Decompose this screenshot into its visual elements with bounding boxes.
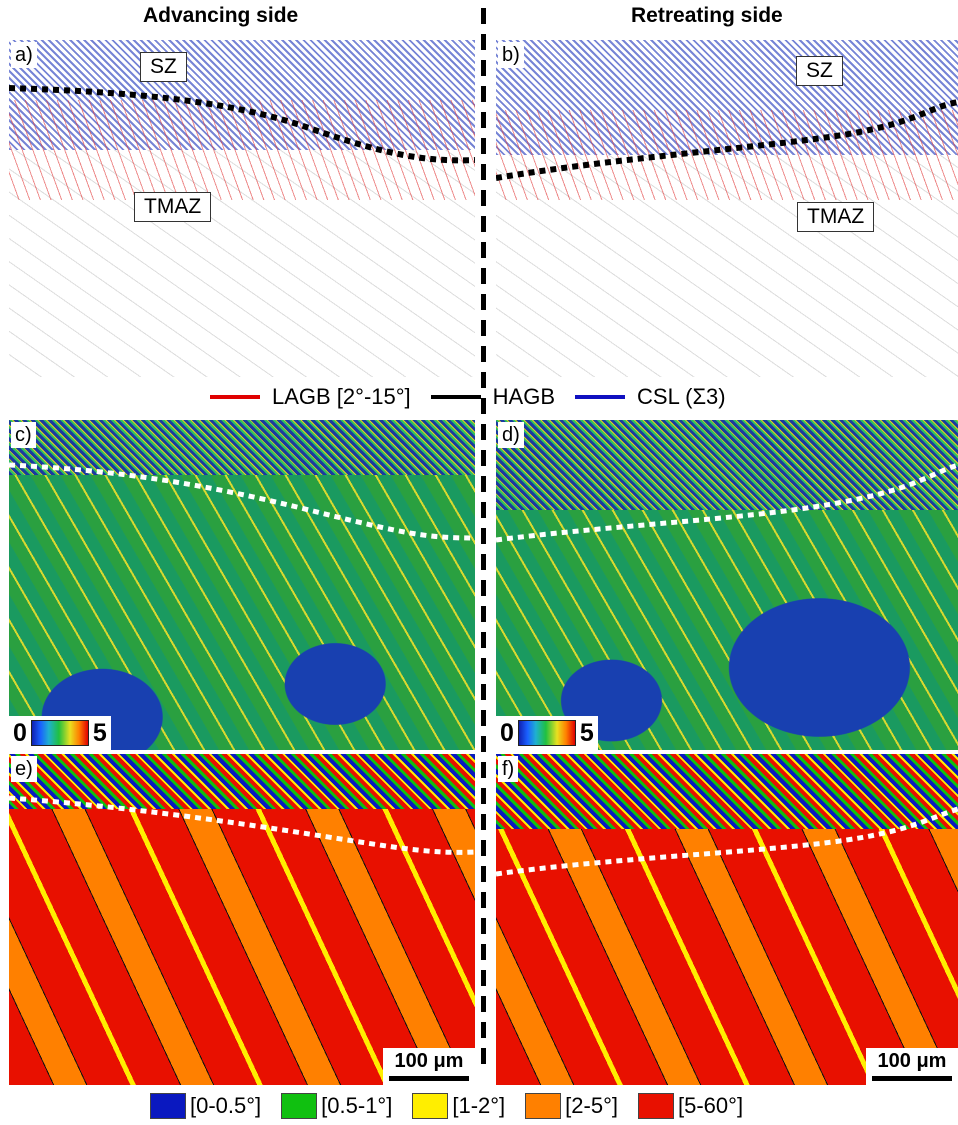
header-retreating-side: Retreating side — [631, 4, 783, 27]
colorbar-gradient — [517, 720, 576, 746]
legend-label: [0.5-1°] — [321, 1093, 393, 1118]
kam-colorbar: 0 5 — [496, 716, 598, 750]
panel-b-boundary-map: b) SZ TMAZ — [496, 40, 958, 377]
side-divider — [481, 8, 486, 1068]
lagb-line-swatch — [210, 395, 260, 399]
colorbar-gradient — [30, 720, 89, 746]
zone-label-sz: SZ — [796, 56, 843, 86]
panel-label: a) — [11, 42, 37, 68]
zone-label-sz: SZ — [140, 52, 187, 82]
legend-label: [5-60°] — [678, 1093, 744, 1118]
panel-a-boundary-map: a) SZ TMAZ — [9, 40, 475, 377]
panel-label: c) — [11, 422, 36, 448]
panel-c-kam-map: c) 0 5 — [9, 420, 475, 750]
panel-label: b) — [498, 42, 524, 68]
legend-item-gos-2: [1-2°] — [412, 1093, 505, 1119]
scale-bar-label: 100 μm — [394, 1050, 464, 1072]
sz-tmaz-boundary-line — [9, 85, 475, 164]
gos-legend: [0-0.5°] [0.5-1°] [1-2°] [2-5°] [5-60°] — [150, 1093, 763, 1119]
scale-bar: 100 μm — [383, 1048, 475, 1085]
scale-bar: 100 μm — [866, 1048, 958, 1085]
scale-bar-line — [872, 1076, 952, 1081]
panel-f-gos-map: f) 100 μm — [496, 754, 958, 1085]
color-swatch-orange — [525, 1093, 562, 1119]
color-swatch-blue — [150, 1093, 186, 1119]
sz-tmaz-boundary-line — [9, 462, 475, 541]
legend-item-gos-0: [0-0.5°] — [150, 1093, 261, 1119]
legend-label: LAGB [2°-15°] — [272, 384, 411, 409]
colorbar-min: 0 — [500, 718, 514, 747]
scale-bar-label: 100 μm — [877, 1050, 947, 1072]
hagb-line-swatch — [430, 395, 481, 399]
color-swatch-green — [281, 1093, 318, 1119]
legend-label: [0-0.5°] — [190, 1093, 262, 1118]
panel-label: d) — [498, 422, 524, 448]
legend-item-gos-1: [0.5-1°] — [281, 1093, 392, 1119]
header-advancing-side: Advancing side — [143, 4, 299, 27]
legend-label: [2-5°] — [565, 1093, 618, 1118]
legend-item-gos-3: [2-5°] — [525, 1093, 618, 1119]
kam-colorbar: 0 5 — [9, 716, 111, 750]
color-swatch-red — [638, 1093, 674, 1119]
scale-bar-line — [389, 1076, 469, 1081]
colorbar-max: 5 — [92, 718, 107, 747]
legend-item-gos-4: [5-60°] — [638, 1093, 743, 1119]
panel-label: e) — [11, 756, 37, 782]
panel-label: f) — [498, 756, 519, 782]
legend-label: HAGB — [492, 384, 556, 409]
zone-label-tmaz: TMAZ — [797, 202, 875, 232]
boundary-legend: LAGB [2°-15°] HAGB CSL (Σ3) — [210, 384, 746, 410]
colorbar-max: 5 — [579, 718, 594, 747]
sz-tmaz-boundary-line — [496, 99, 958, 181]
sz-tmaz-boundary-line — [496, 462, 958, 543]
panel-d-kam-map: d) 0 5 — [496, 420, 958, 750]
legend-label: [1-2°] — [452, 1093, 506, 1118]
legend-item-csl: CSL (Σ3) — [575, 384, 726, 410]
color-swatch-yellow — [412, 1093, 449, 1119]
zone-label-tmaz: TMAZ — [134, 192, 212, 222]
csl-line-swatch — [575, 395, 626, 399]
legend-label: CSL (Σ3) — [637, 384, 726, 409]
panel-e-gos-map: e) 100 μm — [9, 754, 475, 1085]
legend-item-lagb: LAGB [2°-15°] — [210, 384, 411, 410]
legend-item-hagb: HAGB — [430, 384, 556, 410]
sz-tmaz-boundary-line — [496, 806, 958, 877]
colorbar-min: 0 — [13, 718, 27, 747]
sz-tmaz-boundary-line — [9, 795, 475, 855]
